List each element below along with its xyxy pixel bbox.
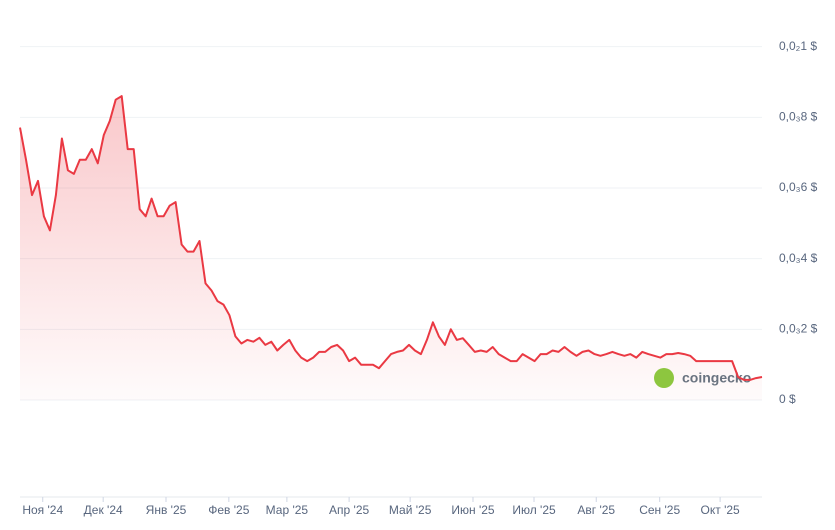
x-tick-label: Сен '25 [639,503,680,517]
x-tick-label: Июл '25 [512,503,556,517]
logo-icon [654,368,674,388]
x-tick-label: Апр '25 [329,503,369,517]
y-tick-label: 0,0₃6 $ [779,180,818,194]
x-tick-label: Ноя '24 [22,503,63,517]
price-line [19,95,763,381]
x-tick-label: Май '25 [389,503,432,517]
x-tick-label: Фев '25 [208,503,249,517]
x-tick-label: Окт '25 [701,503,741,517]
y-tick-label: 0,0₃2 $ [779,322,818,336]
x-tick-label: Янв '25 [146,503,187,517]
y-tick-label: 0,0₃8 $ [779,110,818,124]
x-tick-label: Мар '25 [266,503,309,517]
x-tick-label: Дек '24 [84,503,123,517]
x-tick-label: Июн '25 [451,503,495,517]
y-tick-label: 0,0₂1 $ [779,39,817,53]
x-tick-label: Авг '25 [577,503,615,517]
y-tick-label: 0,0₃4 $ [779,251,818,265]
area [20,96,762,400]
watermark: coingecko [682,370,751,386]
y-tick-label: 0 $ [779,392,796,406]
